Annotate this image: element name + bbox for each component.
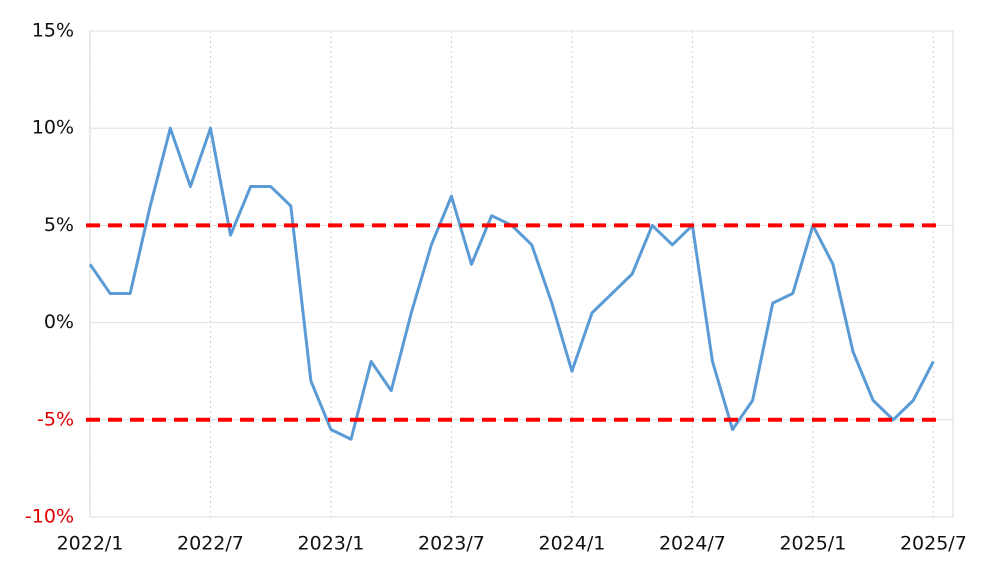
x-tick-label: 2025/7 [900, 533, 967, 555]
y-tick-label: 15% [32, 20, 74, 42]
y-tick-label: 5% [44, 214, 74, 236]
x-tick-label: 2024/1 [538, 533, 605, 555]
x-tick-label: 2022/7 [177, 533, 244, 555]
line [88, 126, 935, 441]
x-tick-label: 2023/1 [298, 533, 365, 555]
x-tick-label: 2025/1 [779, 533, 846, 555]
y-tick-label: -5% [37, 408, 74, 430]
x-tick-label: 2022/1 [57, 533, 124, 555]
x-tick-label: 2023/7 [418, 533, 485, 555]
x-tick-label: 2024/7 [659, 533, 726, 555]
y-tick-label: 0% [44, 311, 74, 333]
y-tick-label: 10% [32, 117, 74, 139]
y-tick-label: -10% [25, 506, 74, 528]
plot-area [89, 30, 954, 518]
